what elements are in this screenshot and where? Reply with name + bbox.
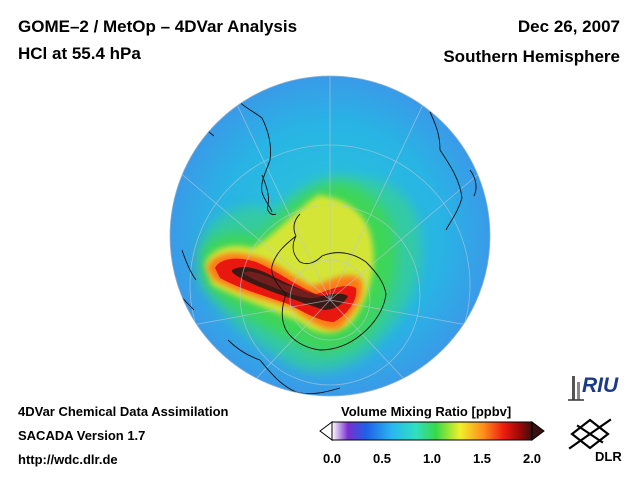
dlr-logo-icon <box>568 418 612 450</box>
title-line2: HCl at 55.4 hPa <box>18 44 141 63</box>
title-line1: GOME–2 / MetOp – 4DVar Analysis <box>18 17 298 36</box>
colorbar-tick-3: 1.5 <box>472 451 492 466</box>
footer-line2: SACADA Version 1.7 <box>18 428 146 443</box>
riu-logo-text: RIU <box>582 374 619 397</box>
madagascar-coast <box>469 169 477 197</box>
antarctic-peninsula <box>293 213 301 237</box>
dlr-logo-text: DLR <box>595 449 622 464</box>
colorbar-title: Volume Mixing Ratio [ppbv] <box>341 404 512 419</box>
africa-coast <box>429 111 463 231</box>
colorbar-tick-1: 0.5 <box>372 451 392 466</box>
footer-url[interactable]: http://wdc.dlr.de <box>18 452 118 467</box>
globe-outline <box>169 75 491 397</box>
antarctica-coast <box>271 235 387 351</box>
colorbar-tick-2: 1.0 <box>422 451 442 466</box>
colorbar-tick-0: 0.0 <box>322 451 342 466</box>
region-label: Southern Hemisphere <box>443 47 620 66</box>
date-label: Dec 26, 2007 <box>517 17 620 36</box>
colorbar-left-arrow <box>319 421 333 441</box>
colorbar-gradient <box>331 421 533 441</box>
footer-line1: 4DVar Chemical Data Assimilation <box>18 404 229 419</box>
riu-logo-icon <box>568 376 584 401</box>
colorbar-tick-4: 2.0 <box>522 451 542 466</box>
colorbar <box>319 421 545 441</box>
south-america-tip <box>261 174 277 215</box>
colorbar-right-arrow <box>531 421 545 441</box>
hcl-peak-highlight <box>244 271 322 299</box>
